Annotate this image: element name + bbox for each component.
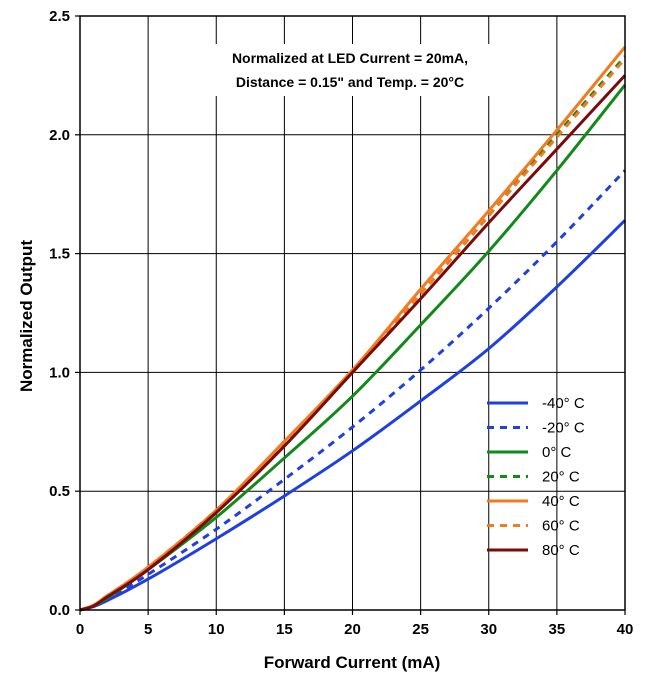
legend: -40° C -20° C 0° C 20° C 40° C 60° C 80° C	[487, 395, 585, 559]
legend-label-minus40C: -40° C	[542, 395, 585, 412]
x-axis-title: Forward Current (mA)	[264, 653, 441, 672]
x-tick-label: 15	[276, 621, 293, 638]
annotation-line-2: Distance = 0.15" and Temp. = 20°C	[236, 74, 464, 90]
series-lines	[79, 45, 627, 612]
legend-label-80C: 80° C	[542, 542, 580, 559]
x-tick-label: 20	[344, 621, 361, 638]
annotation: Normalized at LED Current = 20mA, Distan…	[200, 44, 500, 96]
x-tick-label: 10	[208, 621, 225, 638]
y-tick-label: 1.5	[49, 246, 70, 263]
x-tick-label: 30	[480, 621, 497, 638]
legend-label-20C: 20° C	[542, 469, 580, 486]
y-tick-label: 0.0	[49, 602, 70, 619]
y-tick-label: 2.0	[49, 127, 70, 144]
y-tick-label: 1.0	[49, 364, 70, 381]
annotation-line-1: Normalized at LED Current = 20mA,	[232, 50, 468, 66]
y-axis-title: Normalized Output	[17, 240, 36, 392]
legend-label-60C: 60° C	[542, 518, 580, 535]
legend-label-minus20C: -20° C	[542, 420, 585, 437]
x-tick-label: 25	[412, 621, 429, 638]
x-tick-label: 0	[76, 621, 84, 638]
y-tick-label: 2.5	[49, 8, 70, 25]
x-tick-label: 35	[549, 621, 566, 638]
y-tick-label: 0.5	[49, 483, 70, 500]
legend-label-0C: 0° C	[542, 444, 572, 461]
x-tick-label: 40	[617, 621, 634, 638]
series-line-80C	[79, 74, 627, 612]
x-axis-tick-labels: 0 5 10 15 20 25 30 35 40	[76, 610, 634, 638]
legend-label-40C: 40° C	[542, 493, 580, 510]
y-axis-tick-labels: 0.0 0.5 1.0 1.5 2.0 2.5	[49, 8, 80, 619]
x-tick-label: 5	[144, 621, 152, 638]
